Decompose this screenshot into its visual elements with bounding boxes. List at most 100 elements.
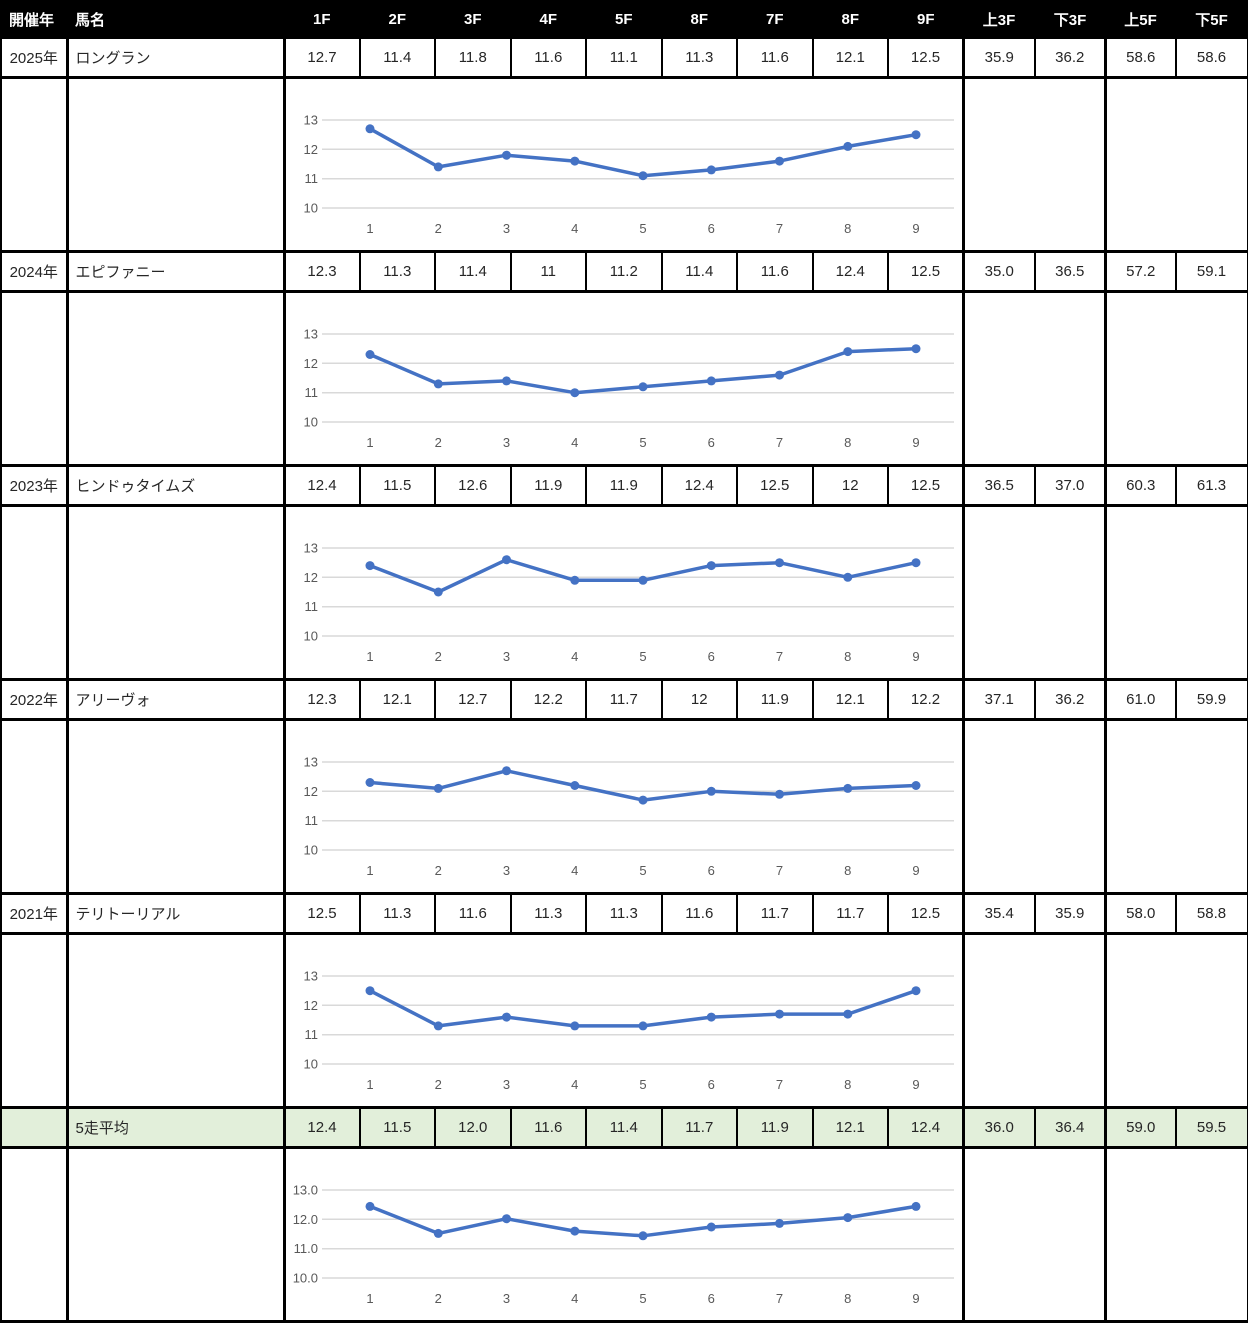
col-header-8f: 8F — [811, 0, 889, 39]
lap-cell: 12.3 — [282, 250, 361, 293]
last5f-cell: 58.8 — [1174, 892, 1248, 935]
empty-3f-cell — [962, 718, 1107, 895]
lap-cell: 11.4 — [358, 36, 436, 79]
svg-text:2: 2 — [435, 863, 442, 878]
svg-text:5: 5 — [640, 1077, 647, 1092]
lap-cell: 11.7 — [736, 892, 814, 935]
empty-year-cell — [0, 1106, 68, 1149]
lap-cell: 12.4 — [811, 250, 889, 293]
lap-cell: 11.6 — [736, 250, 814, 293]
svg-text:7: 7 — [776, 649, 783, 664]
svg-text:5: 5 — [640, 863, 647, 878]
svg-text:3: 3 — [503, 1077, 510, 1092]
lap-chart-cell: 13 12 11 10 1 2 3 4 5 6 7 8 9 — [282, 932, 965, 1109]
lap-chart-2021: 13 12 11 10 1 2 3 4 5 6 7 8 9 — [286, 938, 962, 1103]
lap-cell: 12 — [811, 464, 889, 507]
svg-text:12: 12 — [304, 355, 318, 370]
empty-5f-cell — [1104, 504, 1248, 681]
last5f-cell: 59.1 — [1174, 250, 1248, 293]
empty-year-cell — [0, 290, 68, 467]
svg-text:7: 7 — [776, 1291, 783, 1306]
svg-text:13: 13 — [304, 326, 318, 341]
svg-text:3: 3 — [503, 863, 510, 878]
data-row-2021: 2021年 テリトーリアル 12.5 11.3 11.6 11.3 11.3 1… — [0, 892, 1248, 935]
year-cell: 2024年 — [0, 250, 68, 293]
lap-cell: 11.9 — [585, 464, 663, 507]
avg-lap-cell: 12.0 — [434, 1106, 512, 1149]
svg-text:12: 12 — [304, 569, 318, 584]
svg-text:6: 6 — [708, 221, 715, 236]
svg-text:12: 12 — [304, 997, 318, 1012]
lap-cell: 12.7 — [434, 678, 512, 721]
svg-text:2: 2 — [435, 435, 442, 450]
lap-cell: 12.5 — [887, 250, 965, 293]
svg-text:6: 6 — [708, 435, 715, 450]
svg-text:6: 6 — [708, 1077, 715, 1092]
svg-text:9: 9 — [913, 863, 920, 878]
svg-text:1: 1 — [367, 863, 374, 878]
lap-cell: 11.3 — [358, 892, 436, 935]
avg-last3f-cell: 36.4 — [1033, 1106, 1107, 1149]
chart-row-2021: 13 12 11 10 1 2 3 4 5 6 7 8 9 — [0, 932, 1248, 1109]
data-row-2025: 2025年 ロングラン 12.7 11.4 11.8 11.6 11.1 11.… — [0, 36, 1248, 79]
svg-text:11: 11 — [305, 171, 319, 186]
empty-5f-cell — [1104, 76, 1248, 253]
last3f-cell: 36.2 — [1033, 36, 1107, 79]
data-row-2024: 2024年 エピファニー 12.3 11.3 11.4 11 11.2 11.4… — [0, 250, 1248, 293]
empty-horse-cell — [65, 932, 285, 1109]
lap-cell: 11.3 — [585, 892, 663, 935]
lap-chart-cell: 13 12 11 10 1 2 3 4 5 6 7 8 9 — [282, 290, 965, 467]
svg-text:2: 2 — [435, 221, 442, 236]
svg-text:1: 1 — [367, 649, 374, 664]
svg-text:2: 2 — [435, 1291, 442, 1306]
svg-text:6: 6 — [708, 1291, 715, 1306]
empty-5f-cell — [1104, 718, 1248, 895]
year-cell: 2025年 — [0, 36, 68, 79]
lap-chart-average: 13.0 12.0 11.0 10.0 1 2 3 4 5 6 7 8 9 — [286, 1152, 962, 1317]
svg-text:11: 11 — [305, 599, 319, 614]
empty-horse-cell — [65, 718, 285, 895]
lap-cell: 12.6 — [434, 464, 512, 507]
svg-text:4: 4 — [571, 435, 578, 450]
first3f-cell: 35.4 — [962, 892, 1036, 935]
lap-cell: 11.7 — [811, 892, 889, 935]
empty-3f-cell — [962, 290, 1107, 467]
horse-name-cell: ロングラン — [65, 36, 285, 79]
lap-chart-2022: 13 12 11 10 1 2 3 4 5 6 7 8 9 — [286, 724, 962, 889]
svg-text:1: 1 — [367, 221, 374, 236]
col-header-year: 開催年 — [0, 0, 68, 39]
svg-text:8: 8 — [844, 863, 851, 878]
empty-year-cell — [0, 1146, 68, 1323]
svg-text:8: 8 — [844, 1291, 851, 1306]
lap-chart-2023: 13 12 11 10 1 2 3 4 5 6 7 8 9 — [286, 510, 962, 675]
first5f-cell: 61.0 — [1104, 678, 1177, 721]
svg-text:12: 12 — [304, 141, 318, 156]
svg-text:11: 11 — [305, 813, 319, 828]
col-header-first3f: 上3F — [962, 0, 1036, 39]
svg-text:2: 2 — [435, 1077, 442, 1092]
empty-5f-cell — [1104, 290, 1248, 467]
lap-cell: 11.5 — [358, 464, 436, 507]
svg-text:6: 6 — [708, 863, 715, 878]
lap-chart-cell: 13 12 11 10 1 2 3 4 5 6 7 8 9 — [282, 718, 965, 895]
avg-lap-cell: 11.9 — [736, 1106, 814, 1149]
svg-text:3: 3 — [503, 435, 510, 450]
svg-text:7: 7 — [776, 435, 783, 450]
svg-text:10: 10 — [304, 414, 318, 429]
year-cell: 2022年 — [0, 678, 68, 721]
svg-text:11: 11 — [305, 385, 319, 400]
lap-cell: 11 — [509, 250, 587, 293]
lap-chart-cell: 13 12 11 10 1 2 3 4 5 6 7 8 9 — [282, 504, 965, 681]
col-header-2f: 2F — [358, 0, 436, 39]
svg-text:13: 13 — [304, 754, 318, 769]
lap-cell: 12.1 — [811, 678, 889, 721]
svg-text:9: 9 — [913, 221, 920, 236]
empty-5f-cell — [1104, 932, 1248, 1109]
col-header-3f: 3F — [434, 0, 512, 39]
svg-text:5: 5 — [640, 649, 647, 664]
lap-cell: 11.6 — [509, 36, 587, 79]
lap-cell: 11.6 — [434, 892, 512, 935]
col-header-9f: 9F — [887, 0, 965, 39]
avg-lap-cell: 12.1 — [811, 1106, 889, 1149]
